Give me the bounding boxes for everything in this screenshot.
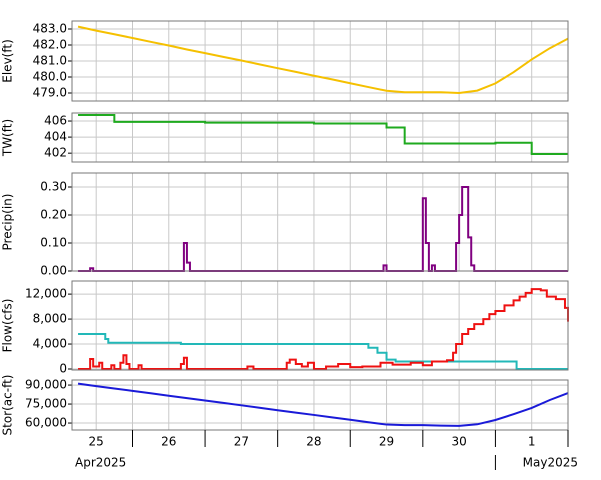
y-tick-label: 0.30 xyxy=(40,180,67,194)
data-line xyxy=(78,186,568,272)
data-line xyxy=(78,333,568,371)
plot-frame xyxy=(71,20,569,102)
y-tick-label: 0.00 xyxy=(40,264,67,278)
y-tick-label: 0.10 xyxy=(40,236,67,250)
y-tick-label: 406 xyxy=(44,114,67,128)
data-line xyxy=(78,288,569,371)
plot-background xyxy=(72,173,568,271)
y-tick-label: 404 xyxy=(44,130,67,144)
y-tick-label: 479.0 xyxy=(33,86,67,100)
y-axis-label: Flow(cfs) xyxy=(1,299,15,353)
y-tick-label: 482.0 xyxy=(33,38,67,52)
y-tick-label: 8,000 xyxy=(33,312,67,326)
plot-frame xyxy=(71,280,569,371)
y-tick-label: 75,000 xyxy=(25,397,67,411)
y-axis-label: Precip(in) xyxy=(1,194,15,251)
y-tick-label: 402 xyxy=(44,146,67,160)
data-line xyxy=(77,25,569,95)
plot-frame xyxy=(71,112,569,163)
y-axis-label: Elev(ft) xyxy=(1,39,15,82)
y-tick-label: 0 xyxy=(59,362,67,376)
x-tick-label: 26 xyxy=(161,435,176,449)
x-tick-label: 29 xyxy=(379,435,394,449)
plot-frame xyxy=(71,379,569,431)
plot-background xyxy=(72,281,568,370)
x-tick-label: 1 xyxy=(528,435,536,449)
y-axis-label: TW(ft) xyxy=(1,119,15,157)
data-line xyxy=(77,382,569,427)
y-tick-label: 4,000 xyxy=(33,337,67,351)
y-tick-label: 0.20 xyxy=(40,208,67,222)
y-tick-label: 483.0 xyxy=(33,22,67,36)
y-tick-label: 90,000 xyxy=(25,378,67,392)
data-line xyxy=(78,114,568,155)
x-tick-label: 30 xyxy=(451,435,466,449)
y-tick-label: 60,000 xyxy=(25,416,67,430)
plot-background xyxy=(72,380,568,430)
y-axis-label: Stor(ac-ft) xyxy=(1,375,15,436)
month-label: May2025 xyxy=(523,456,578,470)
y-tick-label: 480.0 xyxy=(33,70,67,84)
month-label: Apr2025 xyxy=(75,456,126,470)
x-tick-label: 25 xyxy=(89,435,104,449)
y-tick-label: 481.0 xyxy=(33,54,67,68)
x-tick-label: 28 xyxy=(306,435,321,449)
x-tick-label: 27 xyxy=(234,435,249,449)
y-tick-label: 12,000 xyxy=(25,287,67,301)
plot-frame xyxy=(71,172,569,272)
